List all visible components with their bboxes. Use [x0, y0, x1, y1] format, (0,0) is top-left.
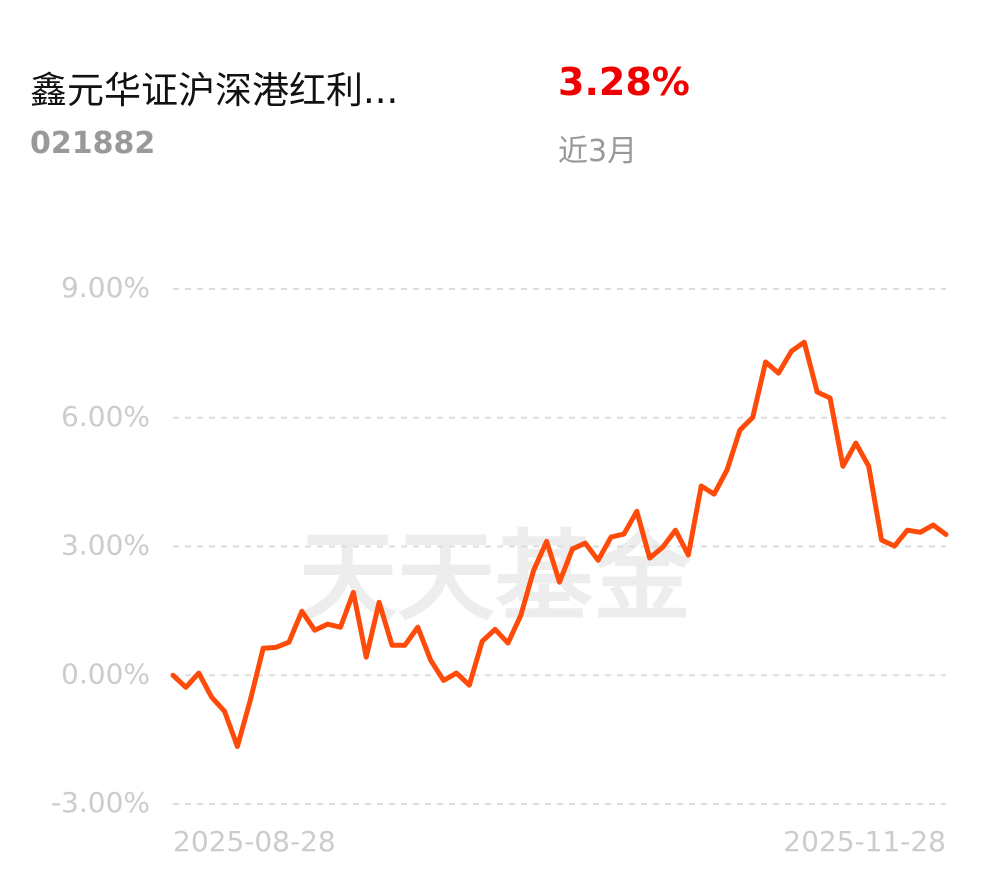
y-tick-label: 0.00% [61, 657, 150, 690]
watermark: 天天基金 [299, 519, 692, 634]
y-tick-label: 3.00% [61, 529, 150, 562]
y-tick-label: -3.00% [51, 786, 150, 819]
period-label: 近3月 [558, 134, 638, 169]
x-tick-label: 2025-11-28 [783, 825, 946, 858]
y-tick-label: 9.00% [61, 271, 150, 304]
fund-title: 鑫元华证沪深港红利... [30, 69, 399, 112]
fund-code: 021882 [30, 126, 156, 161]
y-tick-label: 6.00% [61, 400, 150, 433]
fund-return: 3.28% [558, 60, 690, 104]
x-tick-label: 2025-08-28 [173, 825, 336, 858]
series-line [170, 339, 949, 749]
